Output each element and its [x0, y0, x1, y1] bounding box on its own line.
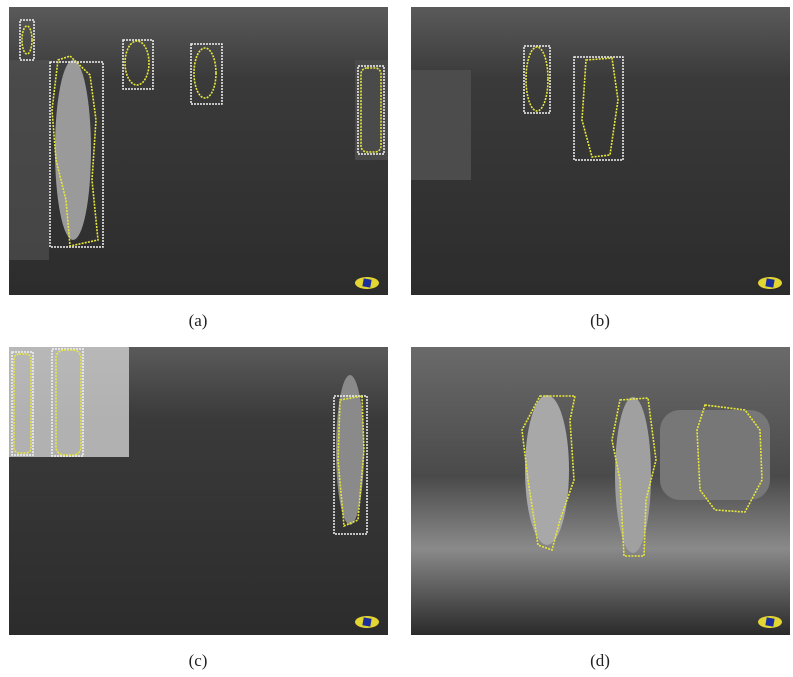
logo — [355, 616, 379, 628]
panel-b — [411, 7, 790, 295]
figure: (a) (b) (c) (d) — [0, 0, 793, 677]
caption: (c) — [189, 651, 208, 670]
caption: (d) — [590, 651, 610, 670]
panel-a — [9, 7, 388, 295]
logo — [355, 277, 379, 289]
car — [411, 70, 471, 180]
caption: (a) — [189, 311, 208, 330]
pedestrian — [525, 395, 569, 545]
panel-d — [411, 347, 790, 635]
vehicle — [9, 347, 129, 457]
pedestrian — [55, 60, 91, 240]
panel-c — [9, 347, 388, 635]
logo — [758, 277, 782, 289]
car — [9, 60, 49, 260]
car — [660, 410, 770, 500]
car — [355, 60, 388, 160]
logo — [758, 616, 782, 628]
caption: (b) — [590, 311, 610, 330]
